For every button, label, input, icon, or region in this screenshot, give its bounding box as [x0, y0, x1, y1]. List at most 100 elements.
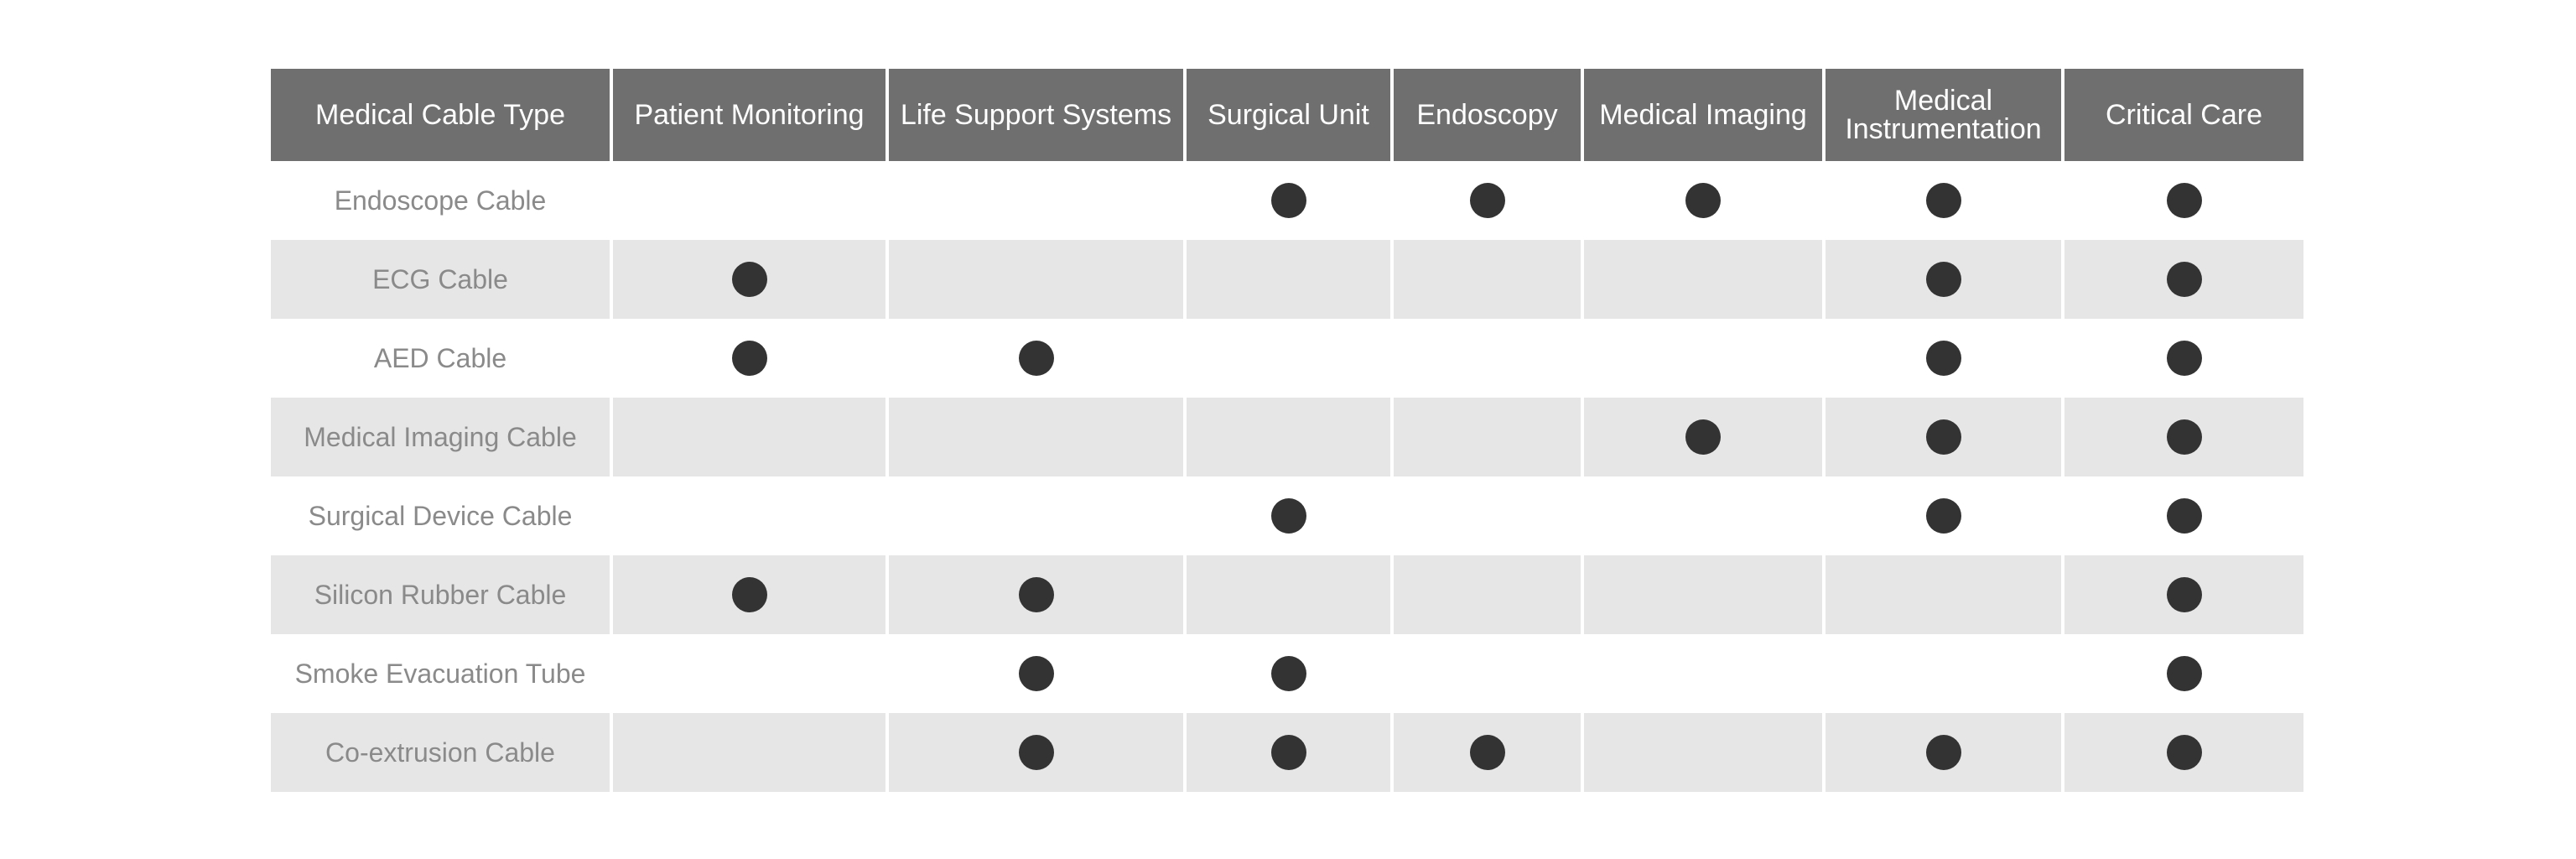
table-cell: [887, 634, 1187, 713]
table-cell: [1392, 555, 1584, 634]
row-label: Smoke Evacuation Tube: [271, 634, 613, 713]
cable-table: Medical Cable Type Patient Monitoring Life…: [271, 69, 2303, 792]
dot: [1270, 498, 1306, 534]
dot: [731, 262, 767, 297]
table-cell: [1582, 555, 1826, 634]
table-cell: [1824, 476, 2064, 555]
table-cell: [1392, 476, 1584, 555]
dot: [1925, 183, 1961, 218]
table-cell: [887, 713, 1187, 792]
table-cell: [611, 161, 889, 240]
table-cell: [1582, 476, 1826, 555]
column-header: Endoscopy: [1392, 69, 1584, 161]
table-cell: [1185, 240, 1394, 319]
table-row: Smoke Evacuation Tube: [271, 634, 2303, 713]
table-cell: [1582, 161, 1826, 240]
table-cell: [1392, 398, 1584, 476]
column-header: Patient Monitoring: [611, 69, 889, 161]
table-cell: [1582, 398, 1826, 476]
table-cell: [1185, 713, 1394, 792]
dot: [1018, 577, 1054, 612]
dot: [731, 577, 767, 612]
dot: [2166, 419, 2202, 455]
table-cell: [1824, 319, 2064, 398]
table-cell: [1824, 240, 2064, 319]
table-cell: [1582, 319, 1826, 398]
table-cell: [1824, 161, 2064, 240]
dot: [1018, 656, 1054, 691]
column-header: Critical Care: [2063, 69, 2303, 161]
table-cell: [1582, 634, 1826, 713]
row-label: Co-extrusion Cable: [271, 713, 613, 792]
column-header: Surgical Unit: [1185, 69, 1394, 161]
table-cell: [887, 398, 1187, 476]
dot: [2166, 262, 2202, 297]
table-body: Endoscope Cable ECG Cable AED Cable Medical…: [271, 161, 2303, 792]
column-header: Life Support Systems: [887, 69, 1187, 161]
table-cell: [611, 713, 889, 792]
table-cell: [611, 476, 889, 555]
dot: [1925, 498, 1961, 534]
dot: [2166, 341, 2202, 376]
table-cell: [2063, 555, 2303, 634]
dot: [731, 341, 767, 376]
dot: [1925, 419, 1961, 455]
table-row: AED Cable: [271, 319, 2303, 398]
table-cell: [1392, 161, 1584, 240]
dot: [2166, 183, 2202, 218]
column-header: Medical Cable Type: [271, 69, 613, 161]
table-cell: [1185, 398, 1394, 476]
row-label: ECG Cable: [271, 240, 613, 319]
table-cell: [2063, 319, 2303, 398]
header-row: Medical Cable Type Patient Monitoring Life…: [271, 69, 2303, 161]
dot: [1270, 656, 1306, 691]
table-cell: [1392, 634, 1584, 713]
table-cell: [611, 240, 889, 319]
table-cell: [1185, 634, 1394, 713]
row-label: Medical Imaging Cable: [271, 398, 613, 476]
table-row: Silicon Rubber Cable: [271, 555, 2303, 634]
dot: [2166, 498, 2202, 534]
dot: [1925, 262, 1961, 297]
dot: [2166, 577, 2202, 612]
dot: [1925, 341, 1961, 376]
table-cell: [1824, 713, 2064, 792]
table-cell: [887, 240, 1187, 319]
table-cell: [1824, 555, 2064, 634]
table-cell: [1185, 476, 1394, 555]
dot: [1925, 735, 1961, 770]
table-cell: [2063, 161, 2303, 240]
table-cell: [1185, 161, 1394, 240]
table-row: ECG Cable: [271, 240, 2303, 319]
dot: [2166, 656, 2202, 691]
dot: [1270, 735, 1306, 770]
table-cell: [1824, 634, 2064, 713]
row-label: AED Cable: [271, 319, 613, 398]
row-label: Silicon Rubber Cable: [271, 555, 613, 634]
table-cell: [611, 634, 889, 713]
column-header: Medical Imaging: [1582, 69, 1826, 161]
dot: [1469, 735, 1505, 770]
table-cell: [1824, 398, 2064, 476]
table-cell: [611, 398, 889, 476]
table-cell: [1392, 319, 1584, 398]
dot: [2166, 735, 2202, 770]
table-cell: [1392, 713, 1584, 792]
table-row: Surgical Device Cable: [271, 476, 2303, 555]
table-cell: [1582, 713, 1826, 792]
table-cell: [1582, 240, 1826, 319]
table-row: Co-extrusion Cable: [271, 713, 2303, 792]
dot: [1685, 183, 1721, 218]
table-cell: [1185, 555, 1394, 634]
dot: [1270, 183, 1306, 218]
table-row: Medical Imaging Cable: [271, 398, 2303, 476]
table-cell: [1185, 319, 1394, 398]
table-cell: [887, 476, 1187, 555]
dot: [1018, 341, 1054, 376]
column-header: Medical Instrumentation: [1824, 69, 2064, 161]
table-cell: [2063, 398, 2303, 476]
table-cell: [887, 319, 1187, 398]
table-cell: [887, 161, 1187, 240]
row-label: Endoscope Cable: [271, 161, 613, 240]
